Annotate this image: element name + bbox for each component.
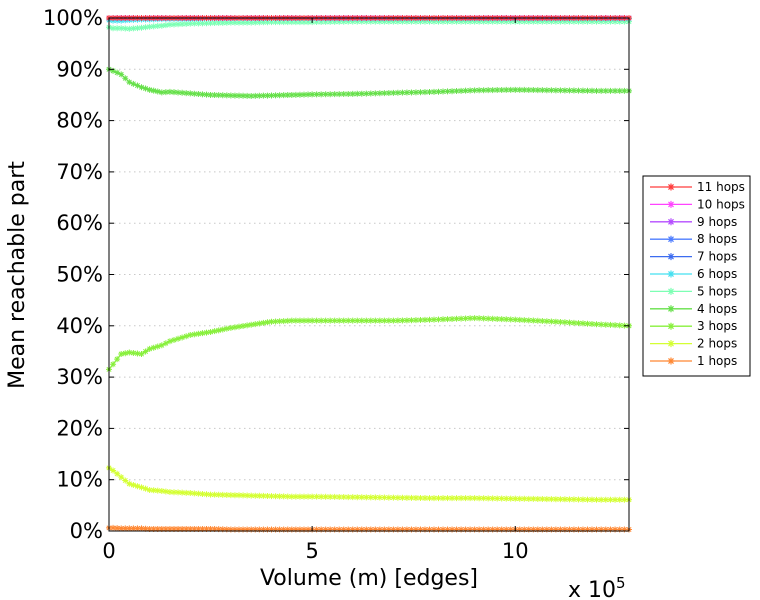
legend-item-7-hops: 7 hops	[650, 250, 737, 264]
y-tick-label: 50%	[56, 263, 103, 287]
legend-swatch-marker	[667, 253, 675, 261]
legend-items: 11 hops 10 hops 9 hops 8 hops 7 hops 6 hops 5 …	[650, 180, 745, 368]
legend-label: 8 hops	[697, 232, 737, 246]
y-tick-label: 40%	[56, 314, 103, 338]
x-axis-label: Volume (m) [edges]	[260, 566, 478, 591]
grid-lines	[109, 68, 629, 481]
series-4-hops	[106, 66, 632, 99]
legend-item-8-hops: 8 hops	[650, 232, 737, 246]
legend-swatch-marker	[667, 235, 675, 243]
legend-label: 3 hops	[697, 319, 737, 333]
legend-label: 7 hops	[697, 250, 737, 264]
legend-item-10-hops: 10 hops	[650, 197, 745, 211]
legend-swatch-marker	[667, 218, 675, 226]
legend-box	[642, 175, 751, 377]
axis-ticks: 0% 10% 20% 30% 40% 50% 60% 70% 80% 90% 100% 0 5 10	[43, 6, 629, 563]
legend-item-4-hops: 4 hops	[650, 302, 737, 316]
legend-swatch-marker	[667, 270, 675, 278]
x-exponent-power: 5	[616, 574, 626, 592]
x-tick-label: 0	[102, 539, 115, 563]
y-tick-label: 30%	[56, 365, 103, 389]
legend-label: 5 hops	[697, 284, 737, 298]
series-2-hops	[106, 464, 632, 503]
legend-item-11-hops: 11 hops	[650, 180, 745, 194]
legend-swatch-marker	[667, 287, 675, 295]
legend-swatch-marker	[667, 183, 675, 191]
legend-label: 11 hops	[697, 180, 745, 194]
legend-item-3-hops: 3 hops	[650, 319, 737, 333]
legend-label: 9 hops	[697, 215, 737, 229]
series-3-hops	[106, 315, 632, 373]
y-tick-label: 60%	[56, 211, 103, 235]
y-tick-label: 70%	[56, 160, 103, 184]
legend-swatch-marker	[667, 305, 675, 313]
y-tick-label: 20%	[56, 416, 103, 440]
x-exponent-base: x 10	[568, 578, 616, 600]
series-markers	[106, 315, 632, 373]
series-lines	[106, 15, 632, 533]
legend-swatch-marker	[667, 322, 675, 330]
legend-item-1-hops: 1 hops	[650, 354, 737, 368]
y-tick-label: 0%	[70, 519, 103, 543]
y-tick-label: 100%	[43, 6, 103, 30]
y-tick-label: 80%	[56, 109, 103, 133]
series-markers	[106, 464, 632, 503]
legend-item-5-hops: 5 hops	[650, 284, 737, 298]
legend-item-6-hops: 6 hops	[650, 267, 737, 281]
legend-label: 10 hops	[697, 197, 745, 211]
x-axis-exponent: x 105	[568, 574, 626, 600]
legend-label: 2 hops	[697, 337, 737, 351]
legend-item-9-hops: 9 hops	[650, 215, 737, 229]
legend-swatch-marker	[667, 200, 675, 208]
y-tick-label: 90%	[56, 57, 103, 81]
legend-item-2-hops: 2 hops	[650, 337, 737, 351]
legend-swatch-marker	[667, 357, 675, 365]
x-tick-label: 10	[502, 539, 529, 563]
x-tick-label: 5	[305, 539, 318, 563]
legend: 11 hops 10 hops 9 hops 8 hops 7 hops 6 hops 5 …	[642, 175, 751, 377]
legend-label: 1 hops	[697, 354, 737, 368]
legend-label: 6 hops	[697, 267, 737, 281]
legend-swatch-marker	[667, 340, 675, 348]
y-axis-label: Mean reachable part	[5, 161, 30, 389]
y-tick-label: 10%	[56, 468, 103, 492]
series-markers	[106, 66, 632, 99]
legend-label: 4 hops	[697, 302, 737, 316]
